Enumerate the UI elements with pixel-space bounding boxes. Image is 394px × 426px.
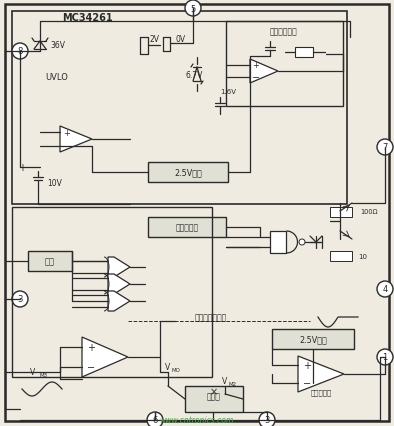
- Bar: [12, 207, 212, 377]
- Bar: [330, 207, 352, 218]
- Text: V: V: [222, 377, 228, 386]
- Polygon shape: [250, 60, 278, 84]
- Text: +: +: [18, 163, 26, 173]
- Text: 0V: 0V: [176, 35, 186, 43]
- Text: www.cntronics.com: www.cntronics.com: [160, 415, 234, 424]
- Bar: [28, 251, 72, 271]
- Polygon shape: [60, 127, 92, 153]
- Text: −: −: [252, 73, 260, 83]
- Text: −: −: [303, 378, 311, 388]
- Text: +: +: [87, 342, 95, 352]
- Text: +: +: [253, 61, 259, 70]
- Text: 1: 1: [382, 353, 388, 362]
- Text: 3: 3: [264, 415, 269, 424]
- Bar: [330, 251, 352, 262]
- Text: 36V: 36V: [50, 41, 65, 50]
- Circle shape: [259, 412, 275, 426]
- Text: 8: 8: [17, 47, 23, 56]
- Text: 误差放大器: 误差放大器: [310, 389, 332, 395]
- Text: M3: M3: [39, 373, 47, 377]
- Text: 3: 3: [17, 295, 23, 304]
- Text: 6: 6: [152, 415, 158, 424]
- Circle shape: [377, 349, 393, 365]
- Text: UVLO: UVLO: [45, 73, 68, 82]
- Text: −: −: [63, 142, 71, 152]
- Circle shape: [377, 281, 393, 297]
- Circle shape: [377, 140, 393, 155]
- Text: 100Ω: 100Ω: [360, 208, 377, 215]
- Text: +: +: [63, 128, 71, 137]
- Polygon shape: [108, 257, 130, 277]
- Text: 延时: 延时: [45, 257, 55, 266]
- Text: 2.5V基准: 2.5V基准: [299, 335, 327, 344]
- Text: V: V: [165, 363, 171, 371]
- Bar: [272, 329, 354, 349]
- Text: 5: 5: [190, 5, 196, 14]
- Text: 电流传感比较器: 电流传感比较器: [195, 313, 227, 322]
- Bar: [295, 48, 313, 58]
- Text: ×: ×: [210, 386, 218, 396]
- Text: +: +: [303, 360, 311, 370]
- Text: 定时器触发: 定时器触发: [175, 223, 199, 232]
- Text: 零电流检测器: 零电流检测器: [270, 27, 298, 36]
- Text: 10V: 10V: [47, 179, 62, 188]
- Text: MO: MO: [171, 368, 180, 373]
- Circle shape: [147, 412, 163, 426]
- Bar: [226, 22, 343, 107]
- Text: 10: 10: [358, 253, 367, 259]
- Polygon shape: [82, 337, 128, 377]
- Text: 乘法器: 乘法器: [207, 391, 221, 400]
- Text: MC34261: MC34261: [62, 13, 113, 23]
- Bar: [12, 12, 347, 204]
- Bar: [185, 386, 243, 412]
- Text: 1.6V: 1.6V: [220, 89, 236, 95]
- Text: M2: M2: [229, 382, 237, 386]
- Polygon shape: [108, 274, 130, 294]
- Circle shape: [299, 239, 305, 245]
- Text: 4: 4: [382, 285, 388, 294]
- Text: 6.7V: 6.7V: [185, 70, 203, 79]
- Circle shape: [185, 1, 201, 17]
- Circle shape: [12, 44, 28, 60]
- Bar: [148, 218, 226, 237]
- Text: 2V: 2V: [150, 35, 160, 43]
- Text: 2.5V基准: 2.5V基准: [174, 168, 202, 177]
- Text: −: −: [87, 362, 95, 372]
- Text: V: V: [30, 368, 35, 377]
- Circle shape: [12, 291, 28, 307]
- Polygon shape: [298, 356, 344, 392]
- Text: 7: 7: [382, 143, 388, 152]
- Bar: [148, 163, 228, 183]
- Bar: [270, 231, 286, 253]
- Polygon shape: [108, 291, 130, 311]
